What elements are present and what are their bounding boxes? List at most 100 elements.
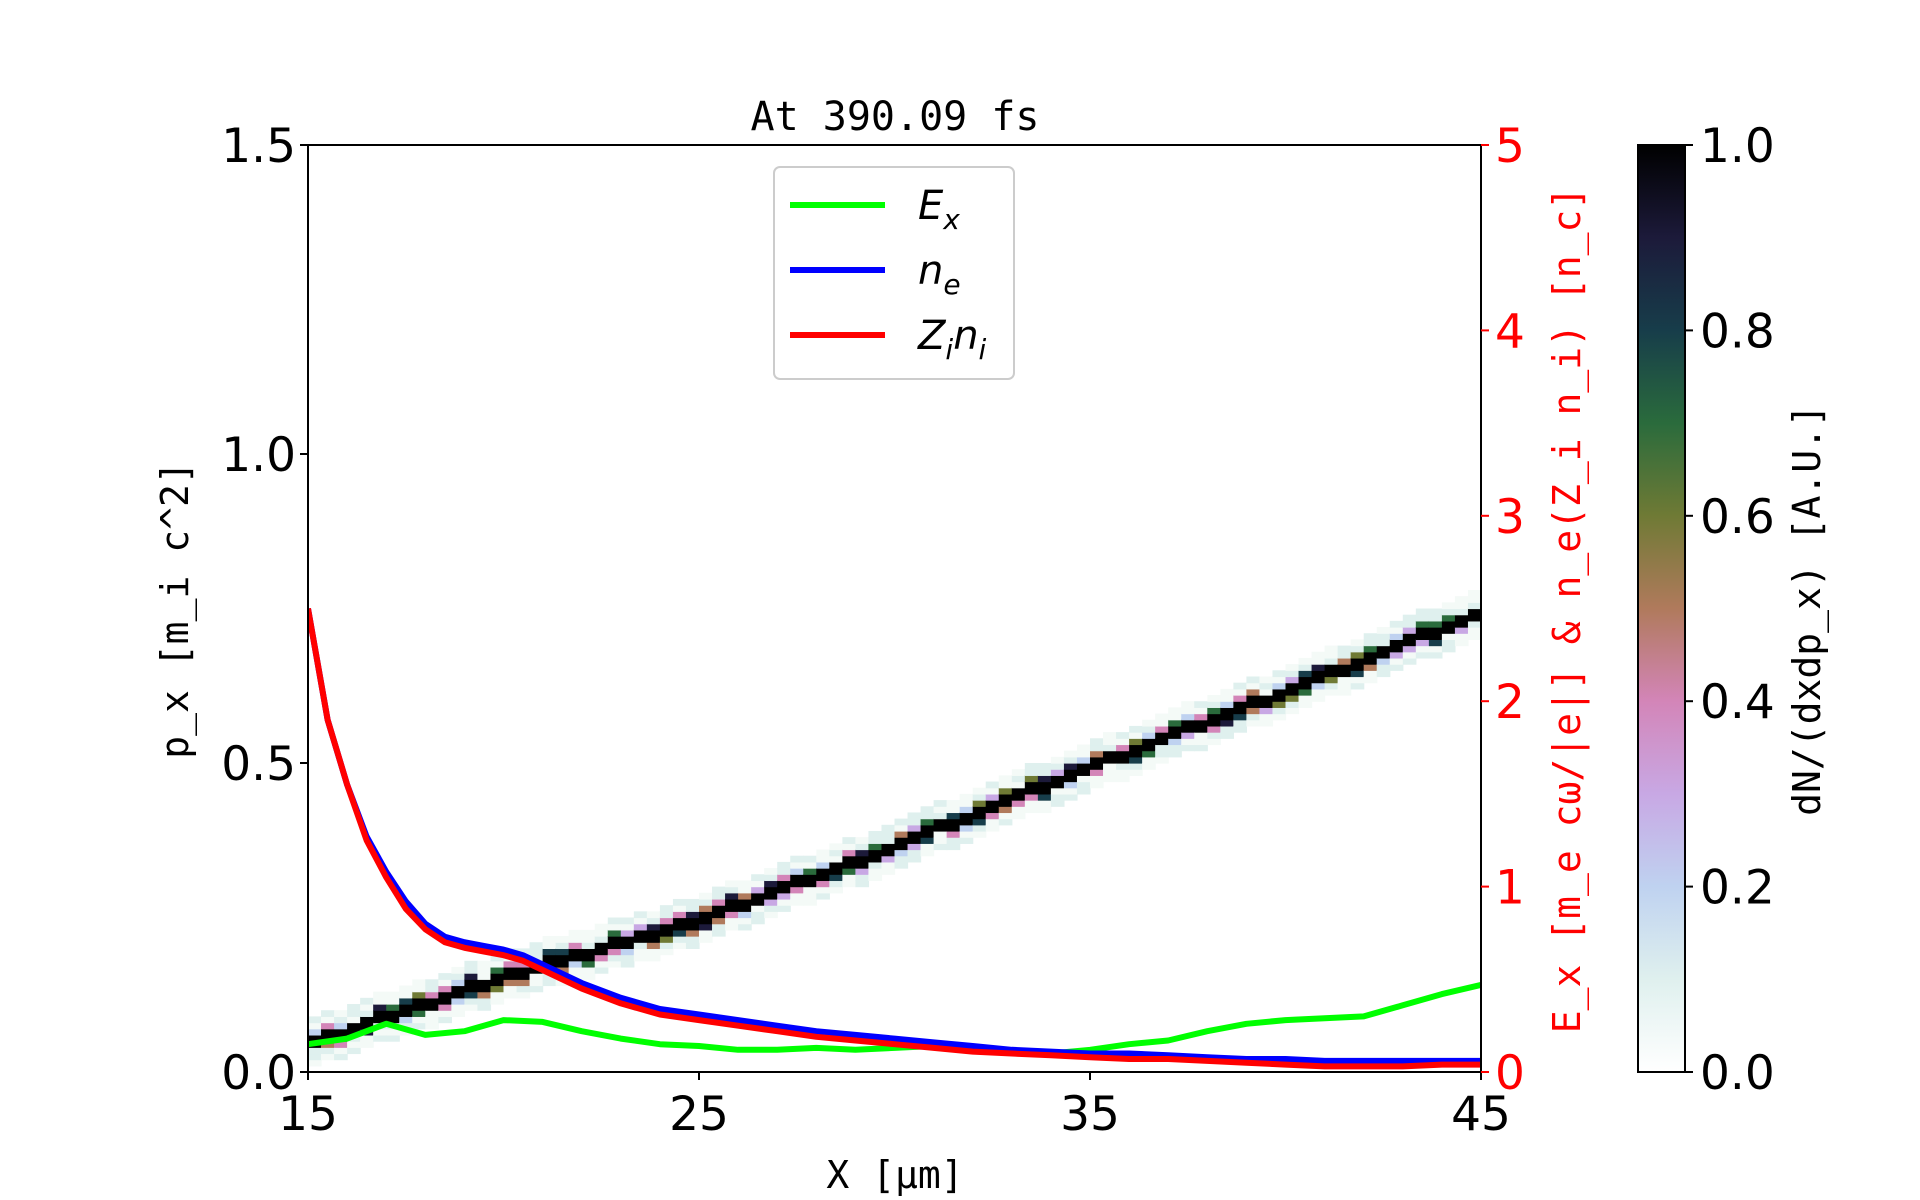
histogram-cell <box>1285 664 1300 671</box>
histogram-cell <box>1037 775 1052 783</box>
histogram-cell <box>373 1016 387 1024</box>
histogram-cell <box>1155 744 1169 752</box>
histogram-cell <box>790 898 804 906</box>
histogram-cell <box>360 1004 374 1011</box>
histogram-cell <box>1076 756 1091 764</box>
histogram-cell <box>607 917 622 925</box>
histogram-cell <box>1246 707 1261 715</box>
histogram-cell <box>360 1010 374 1017</box>
histogram-cell <box>607 954 622 962</box>
histogram-cell <box>1103 763 1117 770</box>
histogram-cell <box>581 948 596 956</box>
histogram-cell <box>790 868 804 875</box>
histogram-cell <box>308 1034 322 1042</box>
histogram-cell <box>803 868 817 875</box>
histogram-cell <box>1129 744 1143 752</box>
histogram-cell <box>881 855 896 863</box>
histogram-cell <box>568 954 583 962</box>
histogram-cell <box>803 874 817 882</box>
histogram-cell <box>1376 627 1391 634</box>
histogram-cell <box>738 892 752 900</box>
histogram-cell <box>1194 738 1208 746</box>
histogram-cell <box>1298 670 1313 678</box>
histogram-cell <box>1076 787 1091 795</box>
histogram-cell <box>816 855 830 863</box>
histogram-cell <box>738 886 752 894</box>
histogram-cell <box>399 997 413 1005</box>
histogram-cell <box>477 973 492 980</box>
histogram-cell <box>764 898 778 906</box>
histogram-cell <box>959 830 974 838</box>
histogram-cell <box>386 1016 400 1024</box>
histogram-cell <box>477 997 492 1005</box>
y-tick-label: 0.5 <box>221 737 296 792</box>
histogram-cell <box>334 1010 348 1017</box>
histogram-cell <box>933 800 948 807</box>
histogram-cell <box>1207 738 1221 746</box>
histogram-cell <box>646 929 661 937</box>
histogram-cell <box>308 1016 322 1024</box>
histogram-cell <box>790 886 804 894</box>
histogram-cell <box>659 948 674 956</box>
histogram-cell <box>542 942 557 949</box>
histogram-cell <box>1324 657 1339 665</box>
histogram-cell <box>1246 713 1261 721</box>
histogram-cell <box>1324 682 1339 690</box>
histogram-cell <box>1181 725 1195 733</box>
histogram-cell <box>685 923 700 931</box>
legend-label: Ex <box>918 183 960 236</box>
histogram-cell <box>829 886 843 894</box>
histogram-cell <box>881 837 896 844</box>
histogram-cell <box>1441 620 1456 628</box>
histogram-cell <box>1037 806 1052 814</box>
histogram-cell <box>907 849 922 857</box>
histogram-cell <box>1324 645 1339 653</box>
histogram-cell <box>659 936 674 943</box>
histogram-cell <box>1155 756 1169 764</box>
histogram-cell <box>1402 657 1417 665</box>
histogram-cell <box>1402 620 1417 628</box>
histogram-cell <box>321 1010 335 1017</box>
histogram-cell <box>464 979 479 987</box>
histogram-cell <box>1415 614 1430 622</box>
histogram-cell <box>399 1022 413 1030</box>
histogram-cell <box>725 886 739 894</box>
histogram-cell <box>1024 775 1039 783</box>
histogram-cell <box>1389 633 1404 640</box>
histogram-cell <box>920 812 935 820</box>
histogram-cell <box>503 991 518 999</box>
histogram-cell <box>998 806 1013 814</box>
histogram-cell <box>1129 756 1143 764</box>
histogram-cell <box>842 855 856 863</box>
right-axis-label: E_x [m_e cω/|e|] & n_e(Z_i n_i) [n_c] <box>1545 187 1590 1033</box>
histogram-cell <box>946 812 961 820</box>
histogram-cell <box>1285 695 1300 702</box>
histogram-cell <box>1037 763 1052 770</box>
histogram-cell <box>1142 763 1156 770</box>
histogram-cell <box>699 917 713 925</box>
histogram-cell <box>1428 627 1443 634</box>
histogram-cell <box>816 849 830 857</box>
histogram-cell <box>998 787 1013 795</box>
histogram-cell <box>1024 781 1039 789</box>
histogram-cell <box>1103 775 1117 783</box>
histogram-cell <box>1298 664 1313 671</box>
histogram-cell <box>933 818 948 826</box>
histogram-cell <box>308 1028 322 1036</box>
histogram-cell <box>803 892 817 900</box>
histogram-cell <box>425 1004 439 1011</box>
histogram-cell <box>972 812 987 820</box>
right-tick-label: 5 <box>1495 119 1525 174</box>
histogram-cell <box>321 1022 335 1030</box>
histogram-cell <box>1076 781 1091 789</box>
histogram-cell <box>1246 676 1261 684</box>
histogram-cell <box>672 929 687 937</box>
plot-frame <box>307 144 1482 1073</box>
histogram-cell <box>386 1034 400 1042</box>
histogram-cell <box>555 936 570 943</box>
histogram-cell <box>477 985 492 993</box>
histogram-cell <box>1116 732 1130 739</box>
histogram-cell <box>946 800 961 807</box>
histogram-cell <box>1024 763 1039 770</box>
series-line-Z_i-n_i <box>308 607 1481 1070</box>
